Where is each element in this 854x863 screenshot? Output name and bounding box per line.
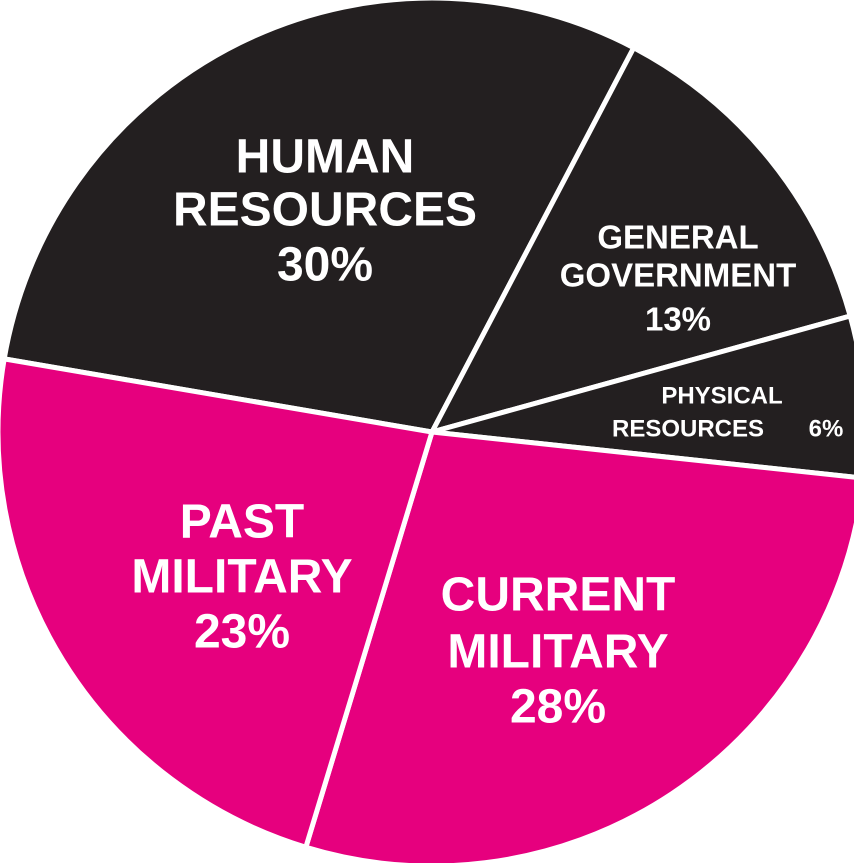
slice-label: MILITARY xyxy=(131,551,352,604)
slice-label: GENERAL xyxy=(597,219,758,256)
pie-slice xyxy=(429,313,854,480)
slice-label: RESOURCES xyxy=(612,415,764,442)
pie-slice xyxy=(1,0,637,435)
slice-value-label: 13% xyxy=(645,301,711,338)
slice-label: PAST xyxy=(180,496,304,549)
slice-value-label: 6% xyxy=(809,415,844,442)
slice-value-label: 28% xyxy=(510,681,606,734)
slice-label: GOVERNMENT xyxy=(560,257,797,294)
slice-value-label: 23% xyxy=(194,606,290,659)
slice-label: PHYSICAL xyxy=(661,382,782,409)
slice-label: MILITARY xyxy=(447,626,668,679)
pie-slice xyxy=(0,356,435,850)
slice-label: RESOURCES xyxy=(173,184,477,237)
pie-slice xyxy=(303,429,854,863)
slice-label: CURRENT xyxy=(441,569,676,622)
slice-label: HUMAN xyxy=(236,131,415,184)
pie-slice xyxy=(429,45,853,435)
slice-value-label: 30% xyxy=(277,239,373,292)
